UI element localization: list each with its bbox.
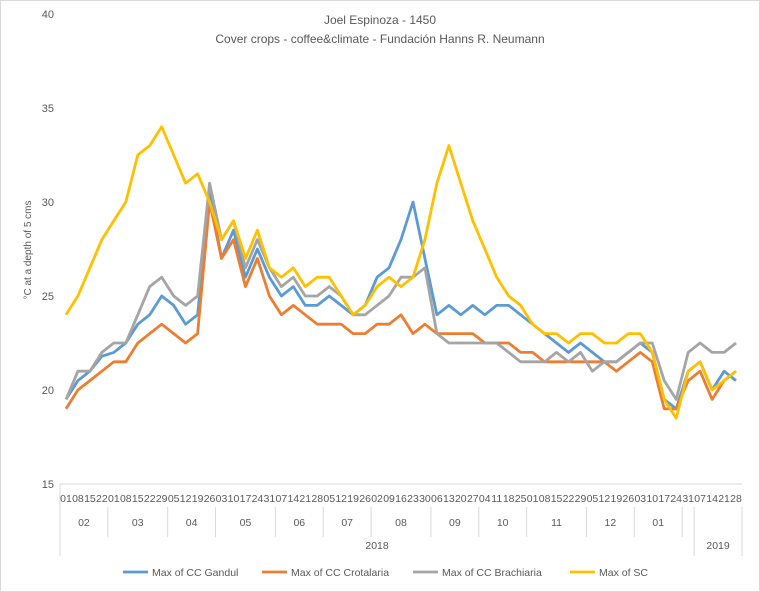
x-tick-label: 27	[467, 493, 479, 505]
month-label: 12	[605, 517, 617, 529]
x-tick-label: 04	[479, 493, 491, 505]
x-tick-label: 28	[730, 493, 742, 505]
x-tick-label: 26	[204, 493, 216, 505]
x-tick-label: 12	[335, 493, 347, 505]
x-tick-label: 22	[563, 493, 575, 505]
x-tick-label: 31	[682, 493, 694, 505]
series-line-0	[64, 191, 737, 411]
x-tick-label: 13	[443, 493, 455, 505]
x-tick-label: 15	[84, 493, 96, 505]
month-label: 09	[449, 517, 461, 529]
x-tick-label: 03	[634, 493, 646, 505]
x-tick-label: 19	[347, 493, 359, 505]
x-tick-label: 16	[395, 493, 407, 505]
x-tick-label: 08	[120, 493, 132, 505]
x-tick-label: 05	[168, 493, 180, 505]
month-label: 11	[551, 517, 562, 529]
x-axis: 01 08 15 22 01 08 15 22 29 05 12 19 26 03 10 17 24 31 07 14…	[59, 483, 743, 556]
x-tick-label: 12	[180, 493, 192, 505]
year-label: 2018	[365, 540, 389, 552]
x-tick-label: 21	[299, 493, 311, 505]
series-layer	[64, 125, 737, 420]
month-label: 04	[186, 517, 198, 529]
x-tick-label: 03	[216, 493, 228, 505]
x-tick-label: 14	[706, 493, 718, 505]
month-label: 02	[78, 517, 90, 529]
month-label: 10	[497, 517, 509, 529]
x-tick-label: 17	[658, 493, 670, 505]
x-tick-label: 08	[72, 493, 84, 505]
x-tick-label: 02	[371, 493, 383, 505]
x-tick-label: 28	[311, 493, 323, 505]
legend-label-0: Max of CC Gandul	[152, 567, 238, 579]
x-tick-label: 20	[455, 493, 467, 505]
month-label: 06	[293, 517, 305, 529]
x-tick-label: 22	[144, 493, 156, 505]
y-tick-label: 40	[42, 9, 54, 21]
x-tick-label: 14	[287, 493, 299, 505]
legend-label-1: Max of CC Crotalaria	[291, 567, 389, 579]
x-tick-label: 01	[108, 493, 120, 505]
x-tick-label: 22	[96, 493, 108, 505]
month-label: 03	[132, 517, 144, 529]
y-axis: 15 20 25 30 35 40	[42, 9, 54, 491]
x-tick-label: 29	[156, 493, 168, 505]
y-tick-label: 20	[42, 385, 54, 397]
x-tick-label: 01	[60, 493, 72, 505]
x-tick-label: 09	[383, 493, 395, 505]
x-tick-label: 05	[587, 493, 599, 505]
x-tick-label: 07	[276, 493, 288, 505]
y-tick-label: 35	[42, 103, 54, 115]
y-tick-label: 25	[42, 291, 54, 303]
x-tick-label: 23	[407, 493, 419, 505]
x-tick-label: 08	[539, 493, 551, 505]
y-axis-label: °C at a depth of 5 cms	[23, 200, 34, 299]
x-tick-label: 01	[527, 493, 539, 505]
x-tick-label: 10	[646, 493, 658, 505]
legend-label-3: Max of SC	[599, 567, 648, 579]
chart-title: Joel Espinoza - 1450	[324, 13, 436, 27]
x-tick-label: 18	[503, 493, 515, 505]
x-tick-label: 15	[551, 493, 563, 505]
x-tick-label: 17	[240, 493, 252, 505]
month-label: 05	[240, 517, 252, 529]
series-line-1	[64, 200, 737, 411]
x-tick-label: 26	[622, 493, 634, 505]
x-tick-label: 12	[599, 493, 611, 505]
x-tick-label: 24	[252, 493, 264, 505]
month-label: 01	[652, 517, 664, 529]
y-tick-label: 30	[42, 197, 54, 209]
year-label: 2019	[706, 540, 730, 552]
x-tick-label: 07	[694, 493, 706, 505]
x-tick-label: 10	[228, 493, 240, 505]
series-line-3	[64, 125, 737, 420]
x-tick-label: 29	[575, 493, 587, 505]
x-tick-label: 11	[491, 493, 502, 505]
x-tick-label: 26	[359, 493, 371, 505]
x-tick-label: 31	[264, 493, 276, 505]
series-line-2	[64, 181, 737, 401]
legend: Max of CC Gandul Max of CC Crotalaria Max …	[123, 567, 648, 579]
x-tick-label: 30	[419, 493, 431, 505]
legend-label-2: Max of CC Brachiaria	[442, 567, 542, 579]
x-tick-label: 24	[670, 493, 682, 505]
y-tick-label: 15	[42, 479, 54, 491]
x-tick-label: 05	[323, 493, 335, 505]
x-tick-label: 19	[611, 493, 623, 505]
month-label: 07	[341, 517, 353, 529]
x-tick-label: 25	[515, 493, 527, 505]
chart-subtitle: Cover crops - coffee&climate - Fundación…	[215, 32, 544, 46]
x-tick-label: 06	[431, 493, 443, 505]
x-tick-label: 21	[718, 493, 730, 505]
month-label: 08	[395, 517, 407, 529]
x-tick-label: 15	[132, 493, 144, 505]
x-tick-label: 19	[192, 493, 204, 505]
